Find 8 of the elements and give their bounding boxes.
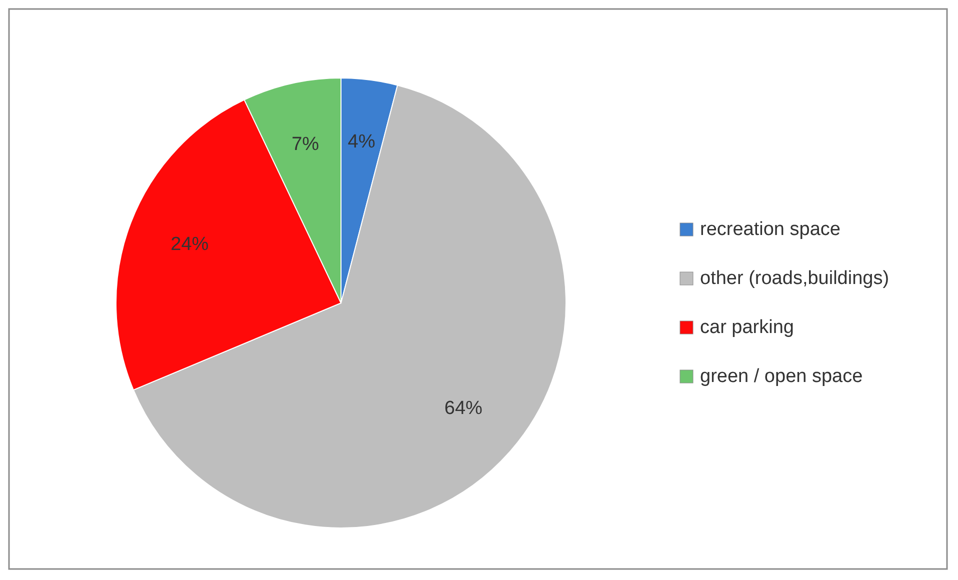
legend-label: car parking (700, 317, 794, 338)
data-label: 24% (170, 234, 209, 256)
data-label: 4% (348, 131, 376, 152)
legend-label: other (roads,buildings) (700, 268, 890, 290)
legend-label: recreation space (700, 219, 840, 240)
data-label: 7% (292, 134, 320, 155)
legend-label: green / open space (700, 366, 863, 388)
data-label: 64% (444, 398, 483, 420)
